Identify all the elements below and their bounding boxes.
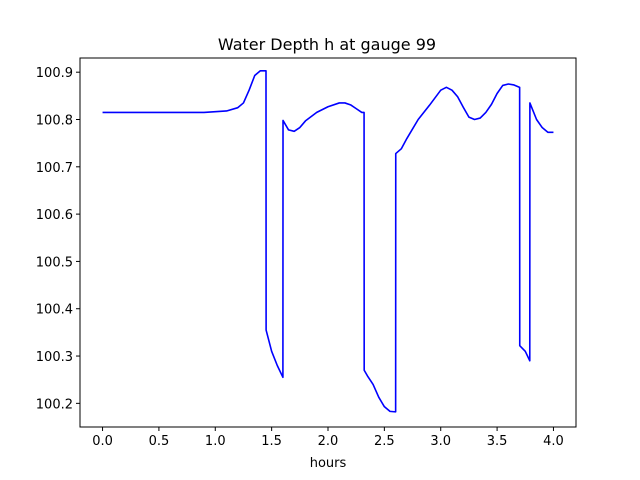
x-tick-label: 4.0 bbox=[543, 434, 564, 449]
y-tick-label: 100.3 bbox=[36, 350, 73, 365]
x-tick-label: 1.0 bbox=[205, 434, 226, 449]
x-tick-label: 2.0 bbox=[318, 434, 339, 449]
x-axis-title: hours bbox=[310, 456, 347, 471]
x-tick-label: 3.5 bbox=[487, 434, 508, 449]
x-tick-label: 0.5 bbox=[149, 434, 170, 449]
y-tick-label: 100.8 bbox=[36, 114, 73, 129]
axes-layer: 0.0 0.5 1.0 1.5 2.0 2.5 3.0 3.5 4.0 100.2 100.3 100… bbox=[36, 57, 577, 449]
y-tick-label: 100.5 bbox=[36, 255, 73, 270]
x-tick-label: 2.5 bbox=[374, 434, 395, 449]
plot-data-layer bbox=[102, 69, 554, 413]
x-tick-label: 0.0 bbox=[92, 434, 113, 449]
y-tick-label: 100.7 bbox=[36, 161, 73, 176]
y-tick-label: 100.2 bbox=[36, 397, 73, 412]
x-tick-label: 3.0 bbox=[430, 434, 451, 449]
x-tick-label: 1.5 bbox=[261, 434, 282, 449]
series-line bbox=[102, 69, 554, 413]
y-tick-label: 100.6 bbox=[36, 208, 73, 223]
y-tick-label: 100.4 bbox=[36, 303, 73, 318]
y-tick-label: 100.9 bbox=[36, 66, 73, 81]
chart-title: Water Depth h at gauge 99 bbox=[218, 35, 436, 54]
